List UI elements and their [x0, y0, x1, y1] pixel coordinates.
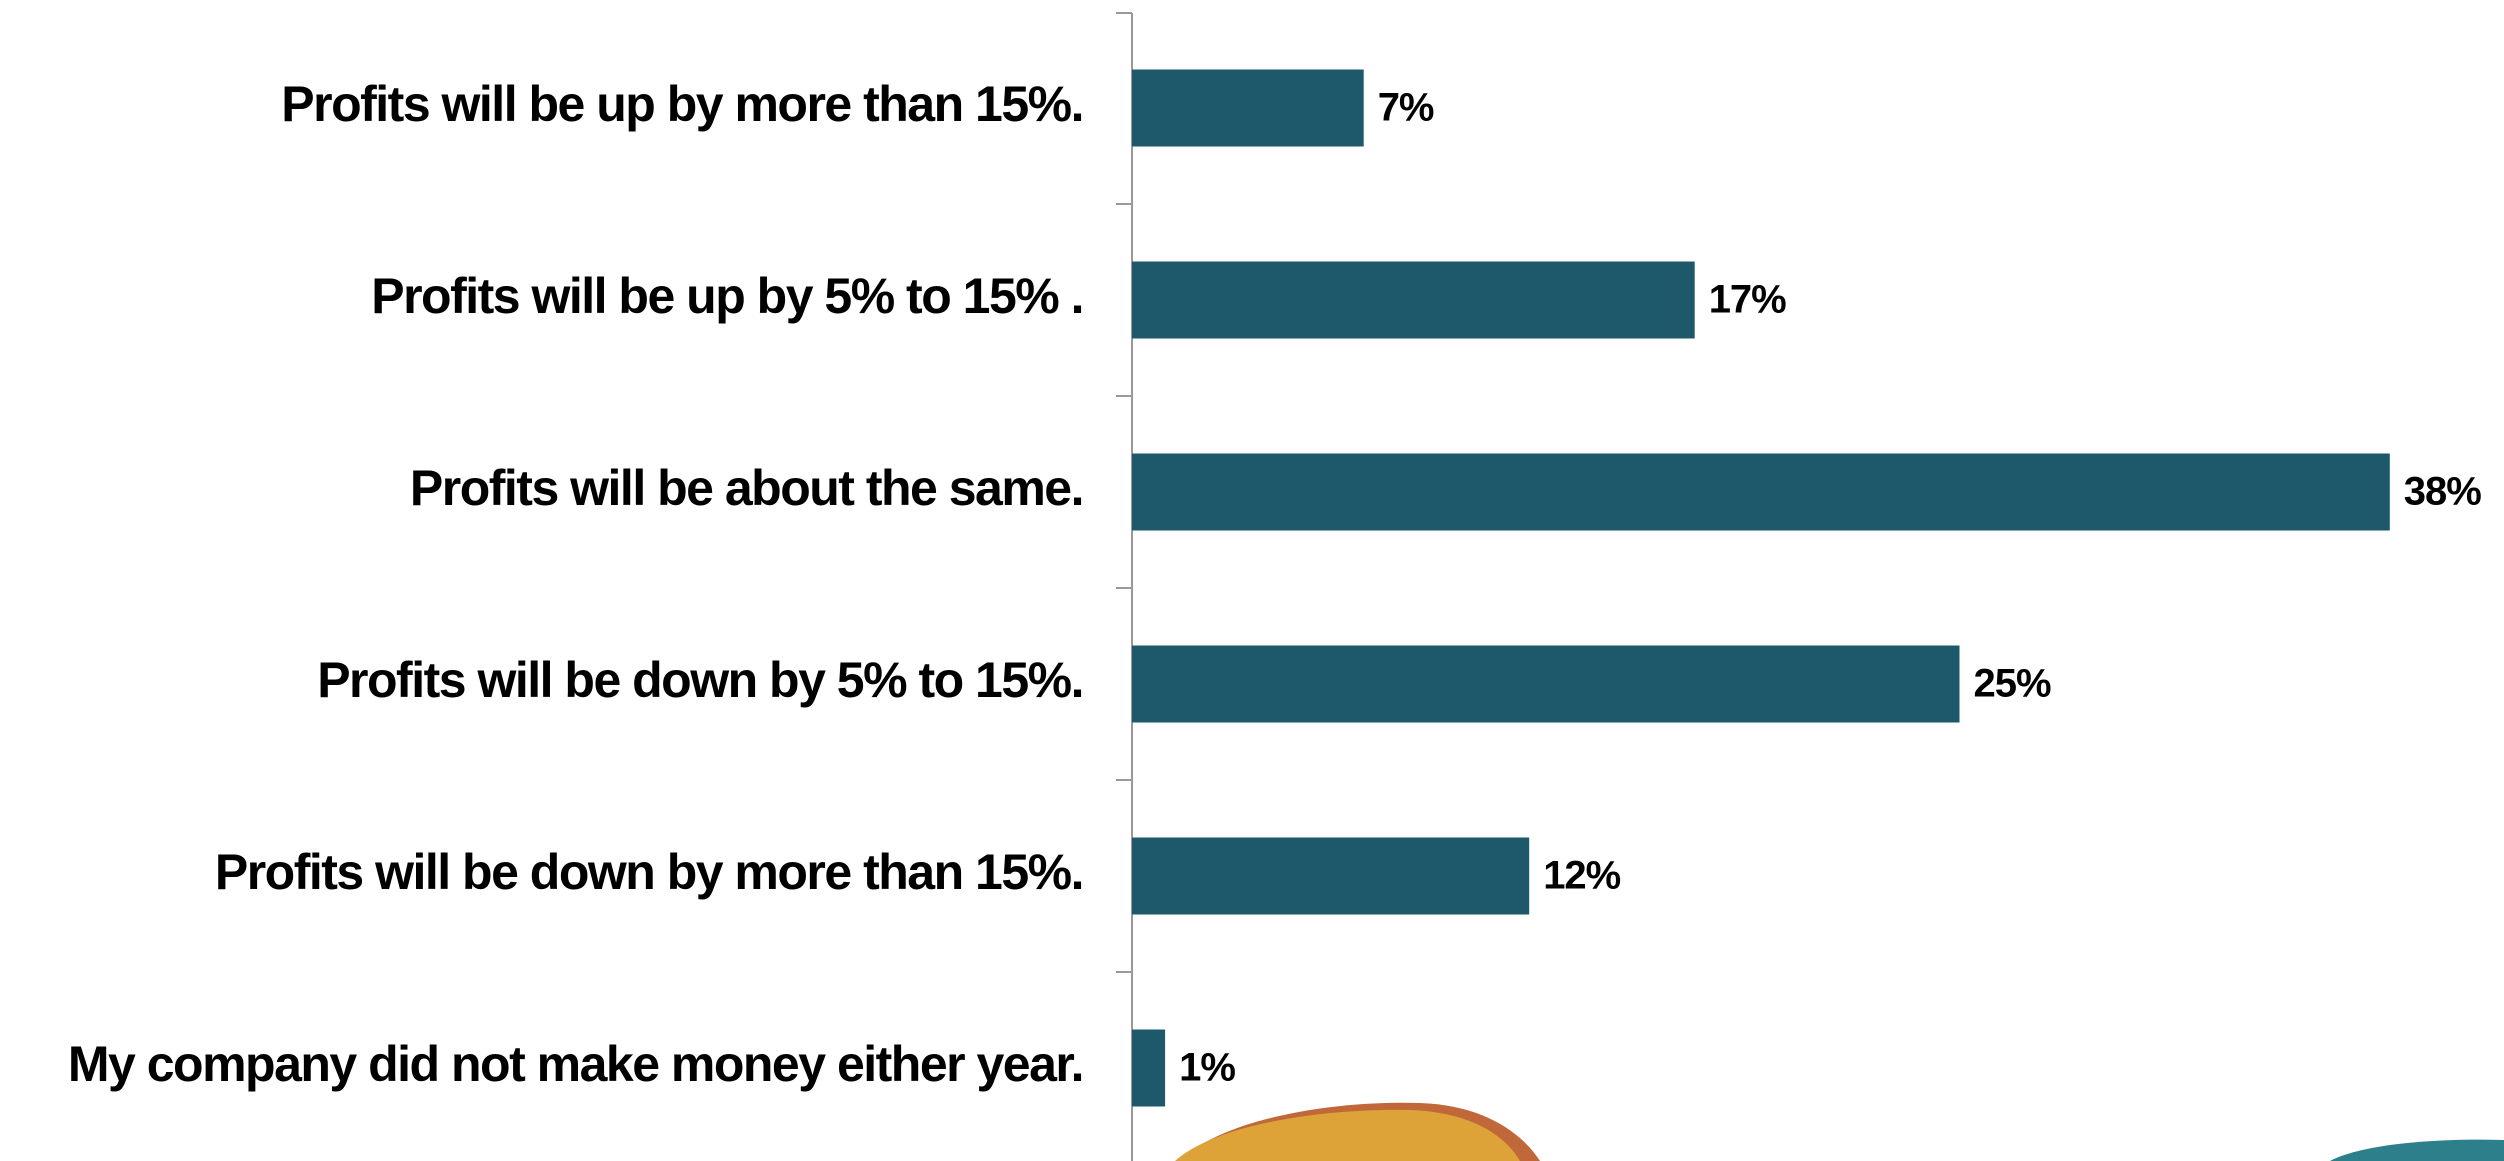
bar — [1132, 69, 1364, 147]
bar — [1132, 1029, 1166, 1107]
category-label: Profits will be up by 5% to 15% . — [371, 268, 1083, 324]
bar — [1132, 453, 2390, 531]
value-label: 25% — [1974, 662, 2051, 706]
value-label: 38% — [2404, 470, 2481, 514]
value-label: 1% — [1179, 1046, 1235, 1090]
bar — [1132, 261, 1695, 339]
axis — [1116, 12, 1133, 1161]
value-label: 17% — [1709, 278, 1786, 322]
category-label: Profits will be down by more than 15%. — [215, 844, 1083, 900]
category-label: My company did not make money either yea… — [68, 1036, 1083, 1092]
decoration — [1175, 1109, 1520, 1161]
bar — [1132, 837, 1530, 915]
category-label: Profits will be about the same. — [410, 460, 1083, 516]
category-label: Profits will be down by 5% to 15%. — [317, 652, 1083, 708]
value-label: 7% — [1378, 86, 1434, 130]
decoration — [2330, 1139, 2504, 1161]
value-label: 12% — [1543, 854, 1620, 898]
bar — [1132, 645, 1960, 723]
category-label: Profits will be up by more than 15%. — [281, 76, 1083, 132]
